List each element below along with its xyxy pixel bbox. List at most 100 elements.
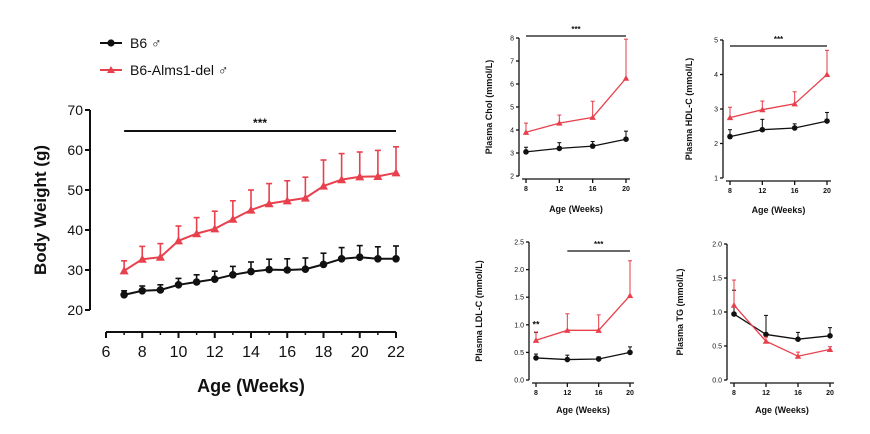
data-point-b6	[791, 125, 798, 131]
body-weight-chart: 20 30 40 50 60 70 6 8 10 12 14 16 18 20 22 Age (Weeks) B…	[31, 102, 405, 396]
series-line-b6	[733, 313, 831, 340]
x-tick-label: 22	[387, 344, 405, 361]
data-point-del	[264, 199, 274, 208]
data-point-del	[622, 75, 630, 81]
y-tick-label: 3	[510, 150, 514, 157]
x-tick-label: 12	[762, 390, 770, 397]
x-tick-label: 16	[278, 344, 296, 361]
y-tick-label: 1.0	[514, 322, 524, 329]
y-tick-label: 2	[714, 141, 718, 148]
x-axis-label: Age (Weeks)	[556, 405, 610, 415]
y-tick-label: 4	[510, 127, 514, 134]
y-tick-label: 1.5	[514, 295, 524, 302]
data-point-del	[192, 229, 202, 238]
data-point-del	[626, 292, 634, 299]
x-axis-label: Age (Weeks)	[197, 376, 305, 396]
data-point-b6	[595, 356, 602, 362]
x-axis-label: Age (Weeks)	[549, 204, 603, 214]
data-point-b6	[589, 143, 596, 149]
y-tick-label: 3	[714, 106, 718, 113]
y-tick-label: 50	[67, 182, 83, 198]
series-line-b6	[729, 120, 828, 138]
y-tick-label: 30	[67, 262, 83, 278]
data-point-b6	[627, 349, 633, 356]
x-tick-label: 12	[563, 390, 571, 397]
x-tick-label: 18	[315, 344, 333, 361]
x-tick-label: 6	[102, 344, 111, 361]
series-line-del	[123, 171, 397, 272]
x-tick-label: 8	[524, 186, 528, 193]
y-axis-label: Plasma TG (mmol/L)	[675, 268, 685, 355]
x-tick-label: 8	[138, 344, 147, 361]
y-axis-label: Plasma LDL-C (mmol/L)	[474, 260, 484, 362]
data-point-b6	[759, 126, 766, 133]
x-tick-label: 12	[758, 188, 766, 195]
data-point-del	[556, 119, 563, 126]
data-point-b6	[556, 145, 563, 152]
data-point-del	[246, 205, 256, 214]
y-axis-label: Body Weight (g)	[31, 145, 50, 275]
y-tick-label: 1	[714, 175, 718, 182]
data-point-b6	[174, 281, 183, 289]
data-point-del	[282, 196, 292, 205]
series-line-del	[729, 74, 828, 119]
significance-label: ***	[774, 35, 784, 44]
data-point-b6	[355, 253, 364, 261]
data-point-b6	[523, 149, 529, 155]
data-point-b6	[731, 311, 737, 317]
series-line-del	[525, 77, 627, 133]
y-axis-label: Plasma Chol (mmol/L)	[484, 60, 494, 155]
data-point-b6	[229, 271, 237, 279]
data-point-b6	[727, 133, 733, 140]
data-point-del	[373, 171, 383, 180]
plasma-ldl-chart: 0.0 0.5 1.0 1.5 2.0 2.5 8 12 16 20 Age (Weeks) Plas…	[474, 239, 634, 415]
data-point-del	[589, 114, 596, 120]
x-tick-label: 12	[206, 344, 224, 361]
x-tick-label: 8	[728, 188, 732, 195]
x-tick-label: 8	[534, 390, 538, 397]
data-point-b6	[283, 266, 292, 274]
y-tick-label: 0.0	[514, 377, 524, 384]
data-point-b6	[138, 287, 147, 295]
data-point-b6	[827, 333, 833, 339]
data-point-del	[532, 337, 540, 343]
data-point-b6	[392, 254, 400, 263]
y-tick-label: 2	[510, 173, 514, 180]
data-point-del	[319, 181, 328, 190]
x-tick-label: 12	[555, 186, 563, 193]
data-point-b6	[763, 331, 769, 338]
data-point-b6	[120, 291, 128, 299]
series-line-b6	[535, 351, 631, 361]
y-tick-label: 70	[67, 102, 83, 118]
x-tick-label: 16	[791, 188, 799, 195]
y-tick-label: 4	[714, 72, 718, 79]
data-point-del	[823, 71, 831, 78]
data-point-del	[759, 106, 766, 113]
x-axis-label: Age (Weeks)	[752, 205, 806, 215]
data-point-del	[522, 129, 530, 135]
legend-b6-marker	[107, 39, 115, 47]
data-point-del	[300, 193, 310, 202]
significance-label: ***	[594, 240, 604, 249]
plasma-chol-chart: 2 3 4 5 6 7 8 8 12 16 20 Age (Weeks) Plasma Chol (mm…	[484, 25, 630, 214]
y-tick-label: 0.0	[712, 377, 722, 384]
data-point-del	[155, 252, 165, 261]
data-point-b6	[623, 136, 629, 142]
x-tick-label: 20	[626, 390, 634, 397]
legend-del-label: B6-Alms1-del ♂	[130, 62, 228, 78]
x-axis-label: Age (Weeks)	[755, 405, 809, 415]
data-point-b6	[210, 275, 219, 284]
data-point-b6	[564, 356, 571, 363]
x-tick-label: 16	[595, 390, 603, 397]
x-tick-label: 20	[622, 186, 630, 193]
data-point-b6	[824, 118, 830, 124]
data-point-b6	[319, 260, 328, 269]
series-line-b6	[123, 256, 396, 296]
significance-label: **	[532, 320, 540, 330]
data-point-del	[791, 100, 798, 107]
y-tick-label: 2.5	[514, 239, 524, 246]
y-tick-label: 5	[714, 37, 718, 44]
data-point-del	[595, 327, 602, 333]
